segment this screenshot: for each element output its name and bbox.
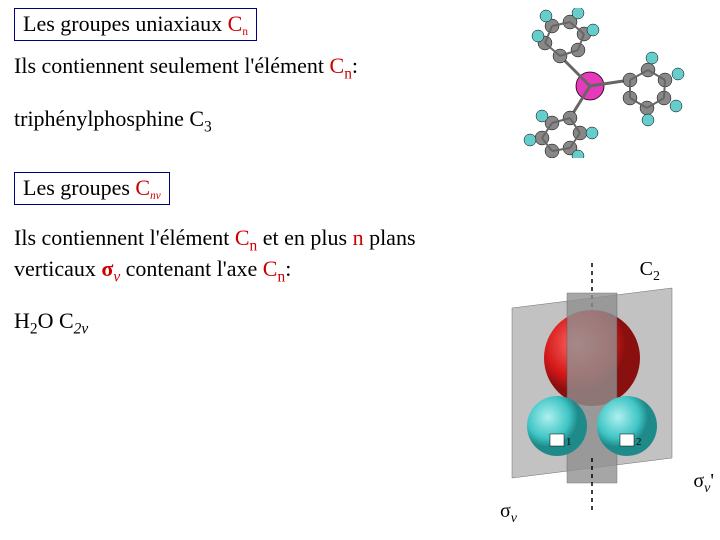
section1-line1-sub: n [344, 66, 352, 83]
section2-title-prefix: Les groupes [23, 175, 135, 200]
label-two: 2 [636, 436, 642, 448]
symmetry-illustration [472, 258, 702, 528]
s2-l1-prefix: Ils contiennent l'élément [14, 225, 235, 250]
section1-line1-symbol: C [330, 53, 345, 78]
section1-title-box: Les groupes uniaxiaux Cn [14, 8, 257, 41]
s2-tail-suffix: : [285, 256, 291, 281]
section1-title-prefix: Les groupes uniaxiaux [23, 11, 228, 36]
s2-sigma: σ [101, 256, 113, 281]
section2-title-sub: nv [150, 190, 161, 202]
section1-example-sub: 3 [204, 118, 212, 135]
molecule-illustration [490, 8, 690, 158]
label-one: 1 [566, 436, 572, 448]
s2-tail-prefix: contenant l'axe [120, 256, 263, 281]
s2-ex-sub1: 2 [30, 320, 38, 337]
label-sigma-vp: σv' [693, 470, 714, 497]
section1-line1-suffix: : [352, 53, 358, 78]
svp-sym: σ [693, 470, 704, 492]
section2-title-symbol: C [135, 175, 150, 200]
s2-l1-mid: et en plus [257, 225, 352, 250]
section2-title-box: Les groupes Cnv [14, 172, 170, 205]
c2-sym: C [640, 258, 653, 280]
s2-tail-sym: C [263, 256, 278, 281]
section2-line1: Ils contiennent l'élément Cn et en plus … [14, 225, 454, 286]
s2-ex-mid: O C [38, 308, 74, 333]
s2-ex-sub2: 2v [74, 320, 89, 337]
sv-sub: v [511, 511, 517, 526]
sv-sym: σ [500, 500, 511, 522]
s2-l1-n: n [353, 225, 364, 250]
s2-ex-prefix: H [14, 308, 30, 333]
svp-prime: ' [710, 470, 714, 492]
label-c2: C2 [640, 258, 660, 285]
section1-line1-prefix: Ils contiennent seulement l'élément [14, 53, 330, 78]
label-sigma-v: σv [500, 500, 517, 527]
section1-title-sub: n [242, 26, 248, 38]
section1-title-symbol: C [228, 11, 243, 36]
c2-sub: 2 [653, 269, 660, 284]
s2-l1-sym: C [235, 225, 250, 250]
section1-example-text: triphénylphosphine C [14, 106, 204, 131]
